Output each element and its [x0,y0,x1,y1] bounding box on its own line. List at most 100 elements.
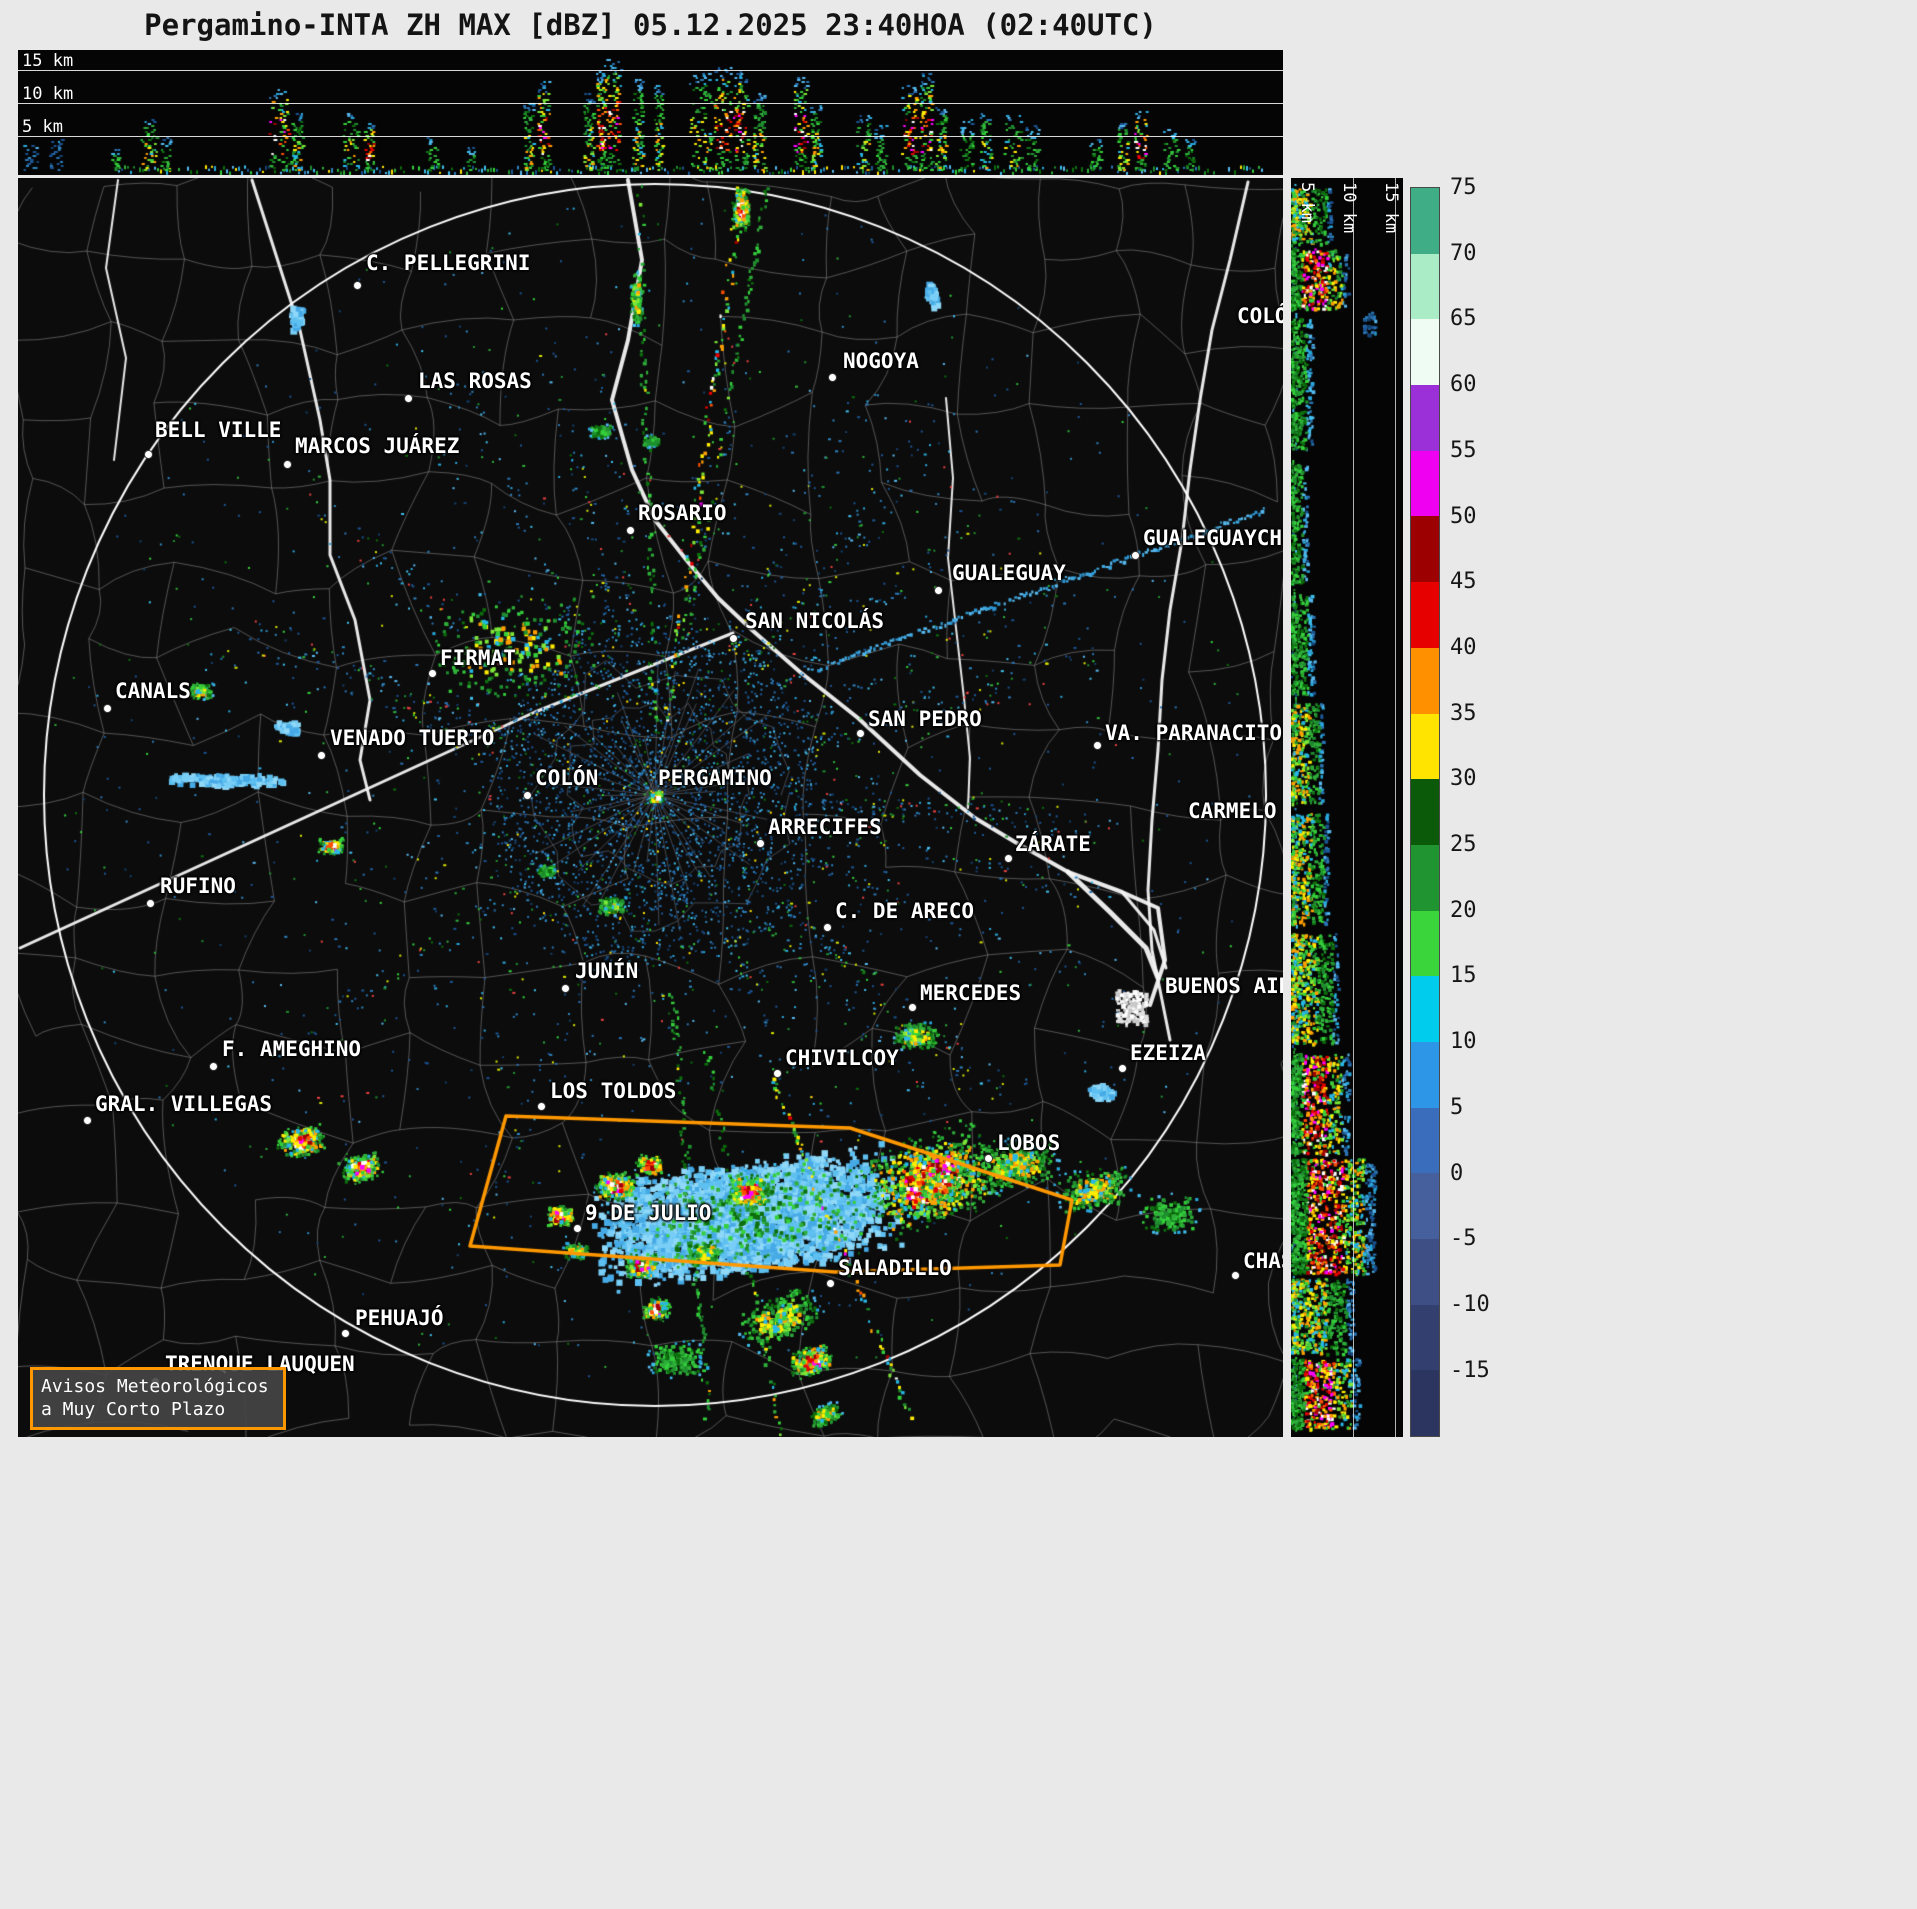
colorbar-band [1411,582,1439,648]
colorbar-band [1411,844,1439,911]
colorbar-band [1411,647,1439,714]
city-label: SAN NICOLÁS [745,609,885,633]
city-label: FIRMAT [440,646,516,670]
radar-map-panel: C. PELLEGRINI LAS ROSAS BELL VILLE MARCOS J… [18,178,1283,1437]
city-label: CHASCOMÚS [1243,1249,1283,1273]
city-dot [103,704,112,713]
city-dot [729,634,738,643]
colorbar-band [1411,1041,1439,1108]
city-layer: C. PELLEGRINI LAS ROSAS BELL VILLE MARCOS J… [18,178,1283,1437]
axis-label-5km-side: 5 km [1297,182,1317,223]
warning-notice: Avisos Meteorológicos a Muy Corto Plazo [30,1367,286,1430]
colorbar-tick-label: 40 [1450,634,1477,660]
city-dot [856,729,865,738]
city-label: EZEIZA [1130,1041,1206,1065]
city-label: CHIVILCOY [785,1046,899,1070]
city-dot [1231,1271,1240,1280]
colorbar-band [1411,1173,1439,1239]
city-label: COLÓN [1237,304,1283,328]
city-label: SALADILLO [838,1256,952,1280]
colorbar-band [1411,385,1439,451]
grid-line-15km [18,70,1283,71]
city-dot [934,586,943,595]
city-dot [537,1102,546,1111]
city-dot [209,1062,218,1071]
top-cross-section-canvas [18,50,1283,175]
city-label: JUNÍN [575,959,639,983]
city-dot [561,984,570,993]
colorbar-tick-label: 60 [1450,372,1477,398]
city-label: PERGAMINO [658,766,772,790]
city-label: BELL VILLE [155,418,282,442]
colorbar-tick-label: -5 [1450,1226,1477,1252]
city-dot [317,751,326,760]
city-dot [1004,854,1013,863]
city-label: GUALEGUAY [952,561,1066,585]
footer: Servicio Meteorológico Nacional Argentin… [0,1437,1917,1909]
colorbar-band [1411,976,1439,1042]
colorbar-tick-label: 25 [1450,832,1477,857]
city-label: 9 DE JULIO [585,1201,712,1225]
side-cross-section-canvas [1291,178,1403,1437]
colorbar-band [1411,188,1439,254]
city-label: ROSARIO [638,501,727,525]
axis-label-10km-side: 10 km [1339,182,1359,234]
city-dot [773,1069,782,1078]
colorbar-tick-label: 65 [1450,306,1477,332]
city-dot [573,1224,582,1233]
axis-label-15km-side: 15 km [1381,182,1401,234]
city-dot [1093,741,1102,750]
colorbar-tick-label: 15 [1450,963,1477,989]
city-label: RUFINO [160,874,236,898]
city-label: MARCOS JUÁREZ [295,434,460,458]
colorbar-tick-label: 5 [1450,1094,1464,1120]
colorbar-tick-label: 20 [1450,897,1477,923]
city-dot [1131,551,1140,560]
city-dot [826,1279,835,1288]
city-dot [823,923,832,932]
city-label: CANALS [115,679,191,703]
colorbar-band [1411,1107,1439,1174]
colorbar-band [1411,910,1439,977]
city-dot [626,526,635,535]
city-dot [83,1116,92,1125]
colorbar-tick-label: 50 [1450,503,1477,529]
city-label: LAS ROSAS [418,369,532,393]
colorbar-tick-label: 0 [1450,1160,1464,1186]
colorbar-tick-label: 55 [1450,437,1477,463]
city-dot [984,1154,993,1163]
warning-line1: Avisos Meteorológicos [41,1376,269,1397]
colorbar-band [1411,253,1439,320]
city-label: BUENOS AIRES [1165,974,1283,998]
top-cross-section-panel: 15 km 10 km 5 km [18,50,1283,175]
city-label: ZÁRATE [1015,832,1091,856]
city-label: C. DE ARECO [835,899,975,923]
city-label: LOS TOLDOS [550,1079,677,1103]
city-dot [146,899,155,908]
axis-label-15km: 15 km [22,51,74,71]
colorbar-tick-label: 30 [1450,766,1477,792]
city-dot [828,373,837,382]
grid-line-15km-side [1395,178,1396,1437]
city-label: CARMELO [1188,799,1277,823]
city-label: VENADO TUERTO [330,726,495,750]
axis-label-5km: 5 km [22,117,63,137]
city-label: LOBOS [997,1131,1061,1155]
city-dot [144,450,153,459]
grid-line-10km [18,103,1283,104]
city-dot [404,394,413,403]
axis-label-10km: 10 km [22,84,74,104]
city-label: COLÓN [535,766,599,790]
colorbar-band [1411,779,1439,845]
colorbar-tick-label: 75 [1450,175,1477,200]
radar-map-canvas [18,178,1283,1437]
city-label: GRAL. VILLEGAS [95,1092,273,1116]
product-title: Pergamino-INTA ZH MAX [dBZ] 05.12.2025 2… [144,8,1157,42]
colorbar-tick-label: 70 [1450,240,1477,266]
city-label: F. AMEGHINO [222,1037,362,1061]
colorbar-tick-label: 35 [1450,700,1477,726]
colorbar-band [1411,1370,1439,1436]
city-dot [908,1003,917,1012]
city-label: PEHUAJÓ [355,1306,444,1330]
